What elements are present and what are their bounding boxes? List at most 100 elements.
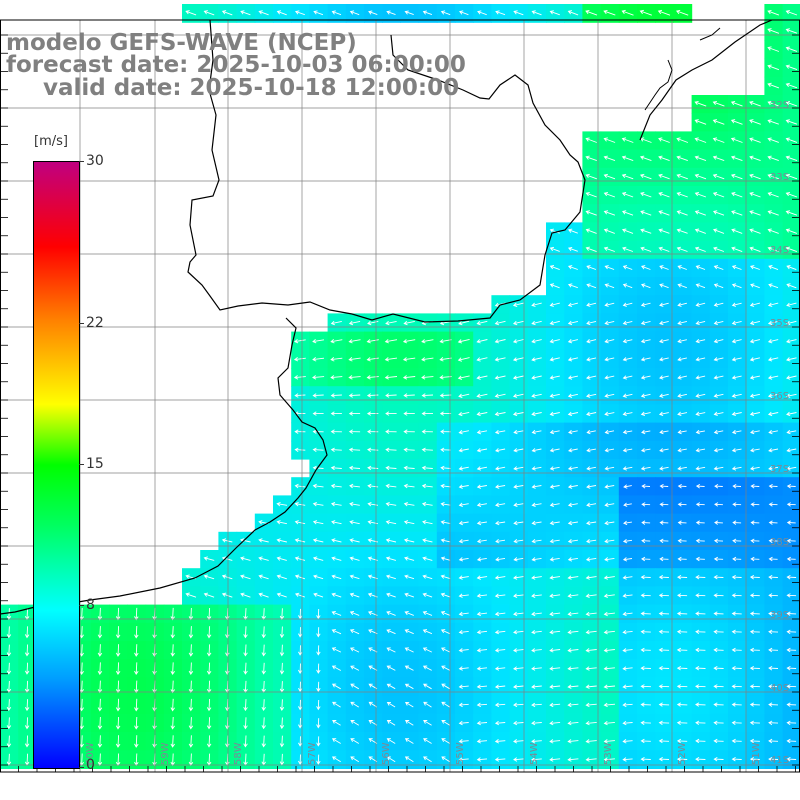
wind-arrow bbox=[786, 520, 796, 525]
wind-arrow bbox=[585, 155, 597, 162]
wind-arrow bbox=[549, 265, 560, 271]
wind-arrow bbox=[513, 429, 524, 435]
wind-arrow bbox=[276, 520, 287, 525]
wind-arrow bbox=[279, 699, 285, 711]
wind-arrow bbox=[422, 10, 433, 16]
wind-arrow bbox=[749, 246, 761, 253]
wind-arrow bbox=[206, 626, 212, 639]
wind-arrow bbox=[603, 611, 615, 617]
wind-arrow bbox=[785, 246, 798, 253]
wind-arrow bbox=[349, 556, 360, 561]
wind-arrow bbox=[641, 429, 651, 435]
wind-arrow bbox=[385, 447, 397, 452]
wind-arrow bbox=[768, 484, 778, 489]
wind-arrow bbox=[531, 302, 542, 307]
wind-arrow bbox=[640, 411, 651, 417]
wind-arrow bbox=[403, 429, 415, 434]
wind-arrow bbox=[658, 629, 670, 634]
wind-arrow bbox=[385, 556, 397, 561]
wind-arrow bbox=[312, 338, 325, 344]
wind-arrow bbox=[549, 538, 560, 544]
wind-arrow bbox=[349, 483, 360, 489]
wind-arrow bbox=[658, 757, 670, 762]
lat-label: 40S bbox=[770, 683, 790, 694]
wind-arrow bbox=[640, 228, 652, 234]
wind-arrow bbox=[440, 10, 451, 16]
wind-arrow bbox=[458, 484, 469, 489]
lon-label: 52W bbox=[677, 742, 688, 765]
wind-arrow bbox=[221, 10, 233, 16]
wind-arrow bbox=[476, 538, 487, 544]
lon-label: 59W bbox=[160, 742, 171, 765]
wind-arrow bbox=[713, 429, 724, 435]
wind-arrow bbox=[641, 556, 651, 562]
wind-arrow bbox=[768, 738, 779, 744]
wind-arrow bbox=[785, 155, 798, 162]
wind-arrow bbox=[79, 644, 84, 657]
wind-arrow bbox=[749, 393, 760, 398]
wind-arrow bbox=[294, 501, 306, 507]
wind-arrow bbox=[384, 375, 398, 380]
wind-arrow bbox=[298, 663, 303, 674]
colorbar-tick-label: 15 bbox=[86, 456, 104, 472]
wind-arrow bbox=[458, 757, 469, 762]
lat-lon-grid bbox=[0, 19, 800, 773]
wind-arrow bbox=[730, 100, 743, 107]
wind-arrow bbox=[368, 10, 378, 16]
wind-arrow bbox=[785, 192, 798, 198]
wind-arrow bbox=[603, 246, 615, 252]
wind-arrow bbox=[695, 593, 706, 598]
wind-arrow bbox=[658, 411, 669, 417]
wind-arrow bbox=[439, 411, 452, 416]
wind-arrow bbox=[786, 666, 797, 671]
wind-arrow bbox=[350, 683, 360, 690]
wind-arrow bbox=[676, 738, 688, 744]
wind-arrow bbox=[695, 611, 706, 616]
wind-arrow bbox=[476, 720, 488, 726]
wind-arrow bbox=[732, 520, 742, 525]
wind-arrow bbox=[676, 666, 688, 671]
colorbar-tick-mark bbox=[79, 161, 84, 162]
wind-arrow bbox=[640, 393, 651, 398]
wind-arrow bbox=[749, 137, 761, 143]
wind-arrow bbox=[441, 647, 451, 653]
wind-arrow bbox=[549, 757, 561, 762]
wind-arrow bbox=[713, 210, 725, 216]
wind-arrow bbox=[623, 502, 632, 507]
wind-arrow bbox=[676, 684, 688, 689]
wind-arrow bbox=[203, 10, 215, 16]
wind-arrow bbox=[676, 611, 688, 616]
wind-arrow bbox=[768, 466, 779, 471]
wind-arrow bbox=[386, 701, 396, 708]
wind-arrow bbox=[695, 393, 706, 398]
wind-arrow bbox=[294, 338, 306, 344]
wind-arrow bbox=[749, 611, 760, 616]
wind-arrow bbox=[732, 556, 742, 562]
wind-arrow bbox=[659, 393, 669, 398]
wind-arrow bbox=[768, 702, 779, 707]
wind-arrow bbox=[714, 520, 723, 525]
wind-arrow bbox=[513, 739, 524, 744]
wind-arrow bbox=[586, 502, 597, 508]
wind-arrow bbox=[404, 720, 414, 726]
wind-arrow bbox=[603, 648, 615, 653]
wind-arrow bbox=[549, 393, 560, 398]
wind-arrow bbox=[79, 735, 84, 748]
wind-arrow bbox=[312, 465, 324, 471]
wind-arrow bbox=[585, 739, 597, 744]
wind-arrow bbox=[604, 320, 615, 326]
wind-arrow bbox=[713, 448, 724, 453]
wind-arrow bbox=[713, 611, 724, 616]
wind-arrow bbox=[531, 320, 542, 326]
coastline-lagoon bbox=[644, 27, 721, 111]
wind-arrow bbox=[421, 411, 434, 416]
wind-arrow bbox=[567, 611, 579, 617]
wind-arrow bbox=[767, 137, 779, 143]
wind-arrow bbox=[676, 647, 688, 653]
wind-arrow bbox=[476, 320, 488, 326]
wind-arrow bbox=[384, 339, 398, 344]
wind-arrow bbox=[457, 357, 470, 362]
wind-arrow bbox=[421, 339, 434, 344]
wind-arrow bbox=[730, 173, 743, 180]
wind-arrow bbox=[458, 520, 469, 526]
